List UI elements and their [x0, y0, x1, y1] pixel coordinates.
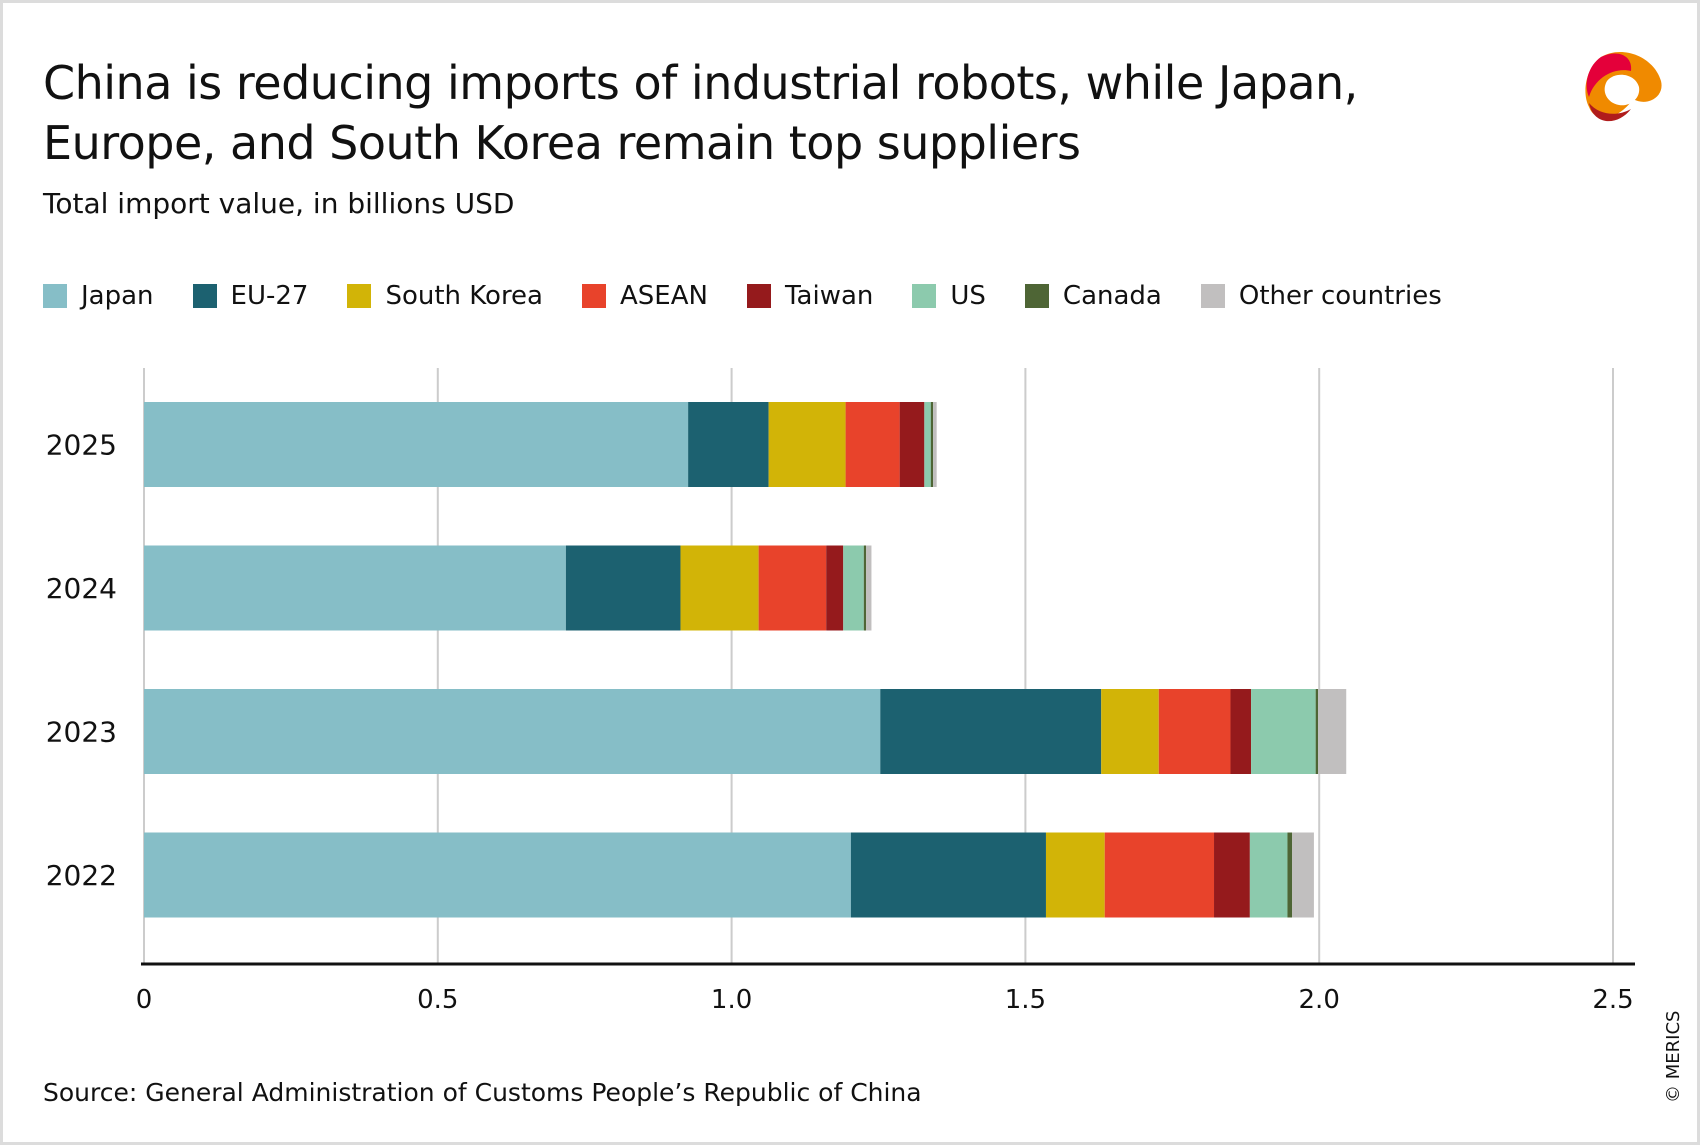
legend-label: US [950, 281, 986, 311]
y-category-label: 2025 [46, 429, 117, 462]
bar-segment-south-korea-2023 [1101, 689, 1159, 774]
bar-segment-south-korea-2022 [1045, 832, 1105, 918]
bar-segment-other-countries-2025 [933, 402, 937, 487]
legend-item: South Korea [347, 281, 543, 311]
bar-segment-us-2024 [843, 545, 864, 631]
legend-item: Taiwan [746, 281, 874, 311]
legend-item: Japan [43, 281, 154, 311]
bar-segment-asean-2024 [758, 545, 827, 631]
legend-swatch [347, 284, 372, 308]
legend-label: Other countries [1238, 281, 1442, 311]
legend-swatch [1024, 284, 1049, 308]
bar-segment-eu-27-2023 [880, 689, 1102, 774]
bar-segment-japan-2022 [144, 832, 851, 918]
legend-item: ASEAN [582, 281, 708, 311]
legend-swatch [1200, 284, 1225, 308]
source-note: Source: General Administration of Custom… [43, 1078, 922, 1107]
bar-segment-canada-2022 [1287, 832, 1293, 918]
bar-segment-us-2023 [1251, 689, 1316, 774]
legend-swatch [746, 284, 771, 308]
y-category-label: 2022 [46, 859, 117, 892]
legend-swatch [192, 284, 217, 308]
bar-segment-japan-2023 [144, 689, 881, 774]
y-category-label: 2024 [46, 572, 117, 605]
x-tick-label: 0 [136, 985, 153, 1015]
y-category-label: 2023 [46, 716, 117, 749]
bar-segment-taiwan-2024 [826, 545, 844, 631]
bar-segment-us-2022 [1249, 832, 1288, 918]
legend-label: South Korea [385, 281, 543, 311]
chart-title: China is reducing imports of industrial … [43, 56, 1358, 170]
legend-label: Canada [1062, 281, 1162, 311]
chart-subtitle: Total import value, in billions USD [43, 187, 515, 220]
x-tick-label: 2.5 [1592, 985, 1633, 1015]
bar-segment-canada-2024 [863, 545, 867, 631]
bar-segment-us-2025 [924, 402, 931, 487]
x-tick-label: 1.0 [711, 985, 752, 1015]
bar-segment-taiwan-2022 [1214, 832, 1250, 918]
bar-segment-canada-2025 [930, 402, 934, 487]
bar-segment-japan-2025 [144, 402, 689, 487]
merics-logo-icon [1585, 51, 1662, 122]
legend-label: Taiwan [784, 281, 874, 311]
legend-item: Canada [1024, 281, 1162, 311]
bar-segment-taiwan-2023 [1230, 689, 1252, 774]
bar-segment-eu-27-2022 [850, 832, 1046, 918]
x-tick-label: 1.5 [1005, 985, 1046, 1015]
bar-segment-japan-2024 [144, 545, 566, 631]
legend-label: Japan [81, 281, 154, 311]
bar-segment-taiwan-2025 [899, 402, 925, 487]
bar-segment-asean-2025 [845, 402, 900, 487]
legend-swatch [582, 284, 606, 308]
x-tick-label: 0.5 [417, 985, 458, 1015]
copyright: © MERICS [1663, 1010, 1684, 1103]
bar-segment-other-countries-2023 [1318, 689, 1347, 774]
x-tick-label: 2.0 [1299, 985, 1340, 1015]
bar-segment-other-countries-2022 [1292, 832, 1314, 918]
bar-chart: 0 0.5 1.0 1.5 2.0 2.5 2025 2024 2023 2022 [46, 368, 1635, 1015]
legend-item: US [912, 281, 986, 311]
legend-item: EU-27 [192, 281, 309, 311]
legend-swatch [43, 284, 67, 308]
legend-item: Other countries [1200, 281, 1442, 311]
bar-segment-eu-27-2024 [565, 545, 681, 631]
legend-label: ASEAN [620, 281, 708, 311]
bar-segment-south-korea-2024 [680, 545, 759, 631]
legend-swatch [912, 284, 937, 308]
bar-segment-asean-2022 [1104, 832, 1215, 918]
bar-segment-eu-27-2025 [688, 402, 769, 487]
legend: Japan EU-27 South Korea ASEAN Taiwan US Canada… [43, 281, 1481, 311]
legend-label: EU-27 [230, 281, 309, 311]
bar-segment-canada-2023 [1315, 689, 1319, 774]
bar-segment-asean-2023 [1158, 689, 1231, 774]
bar-segment-south-korea-2025 [768, 402, 846, 487]
bar-segment-other-countries-2024 [866, 545, 872, 631]
